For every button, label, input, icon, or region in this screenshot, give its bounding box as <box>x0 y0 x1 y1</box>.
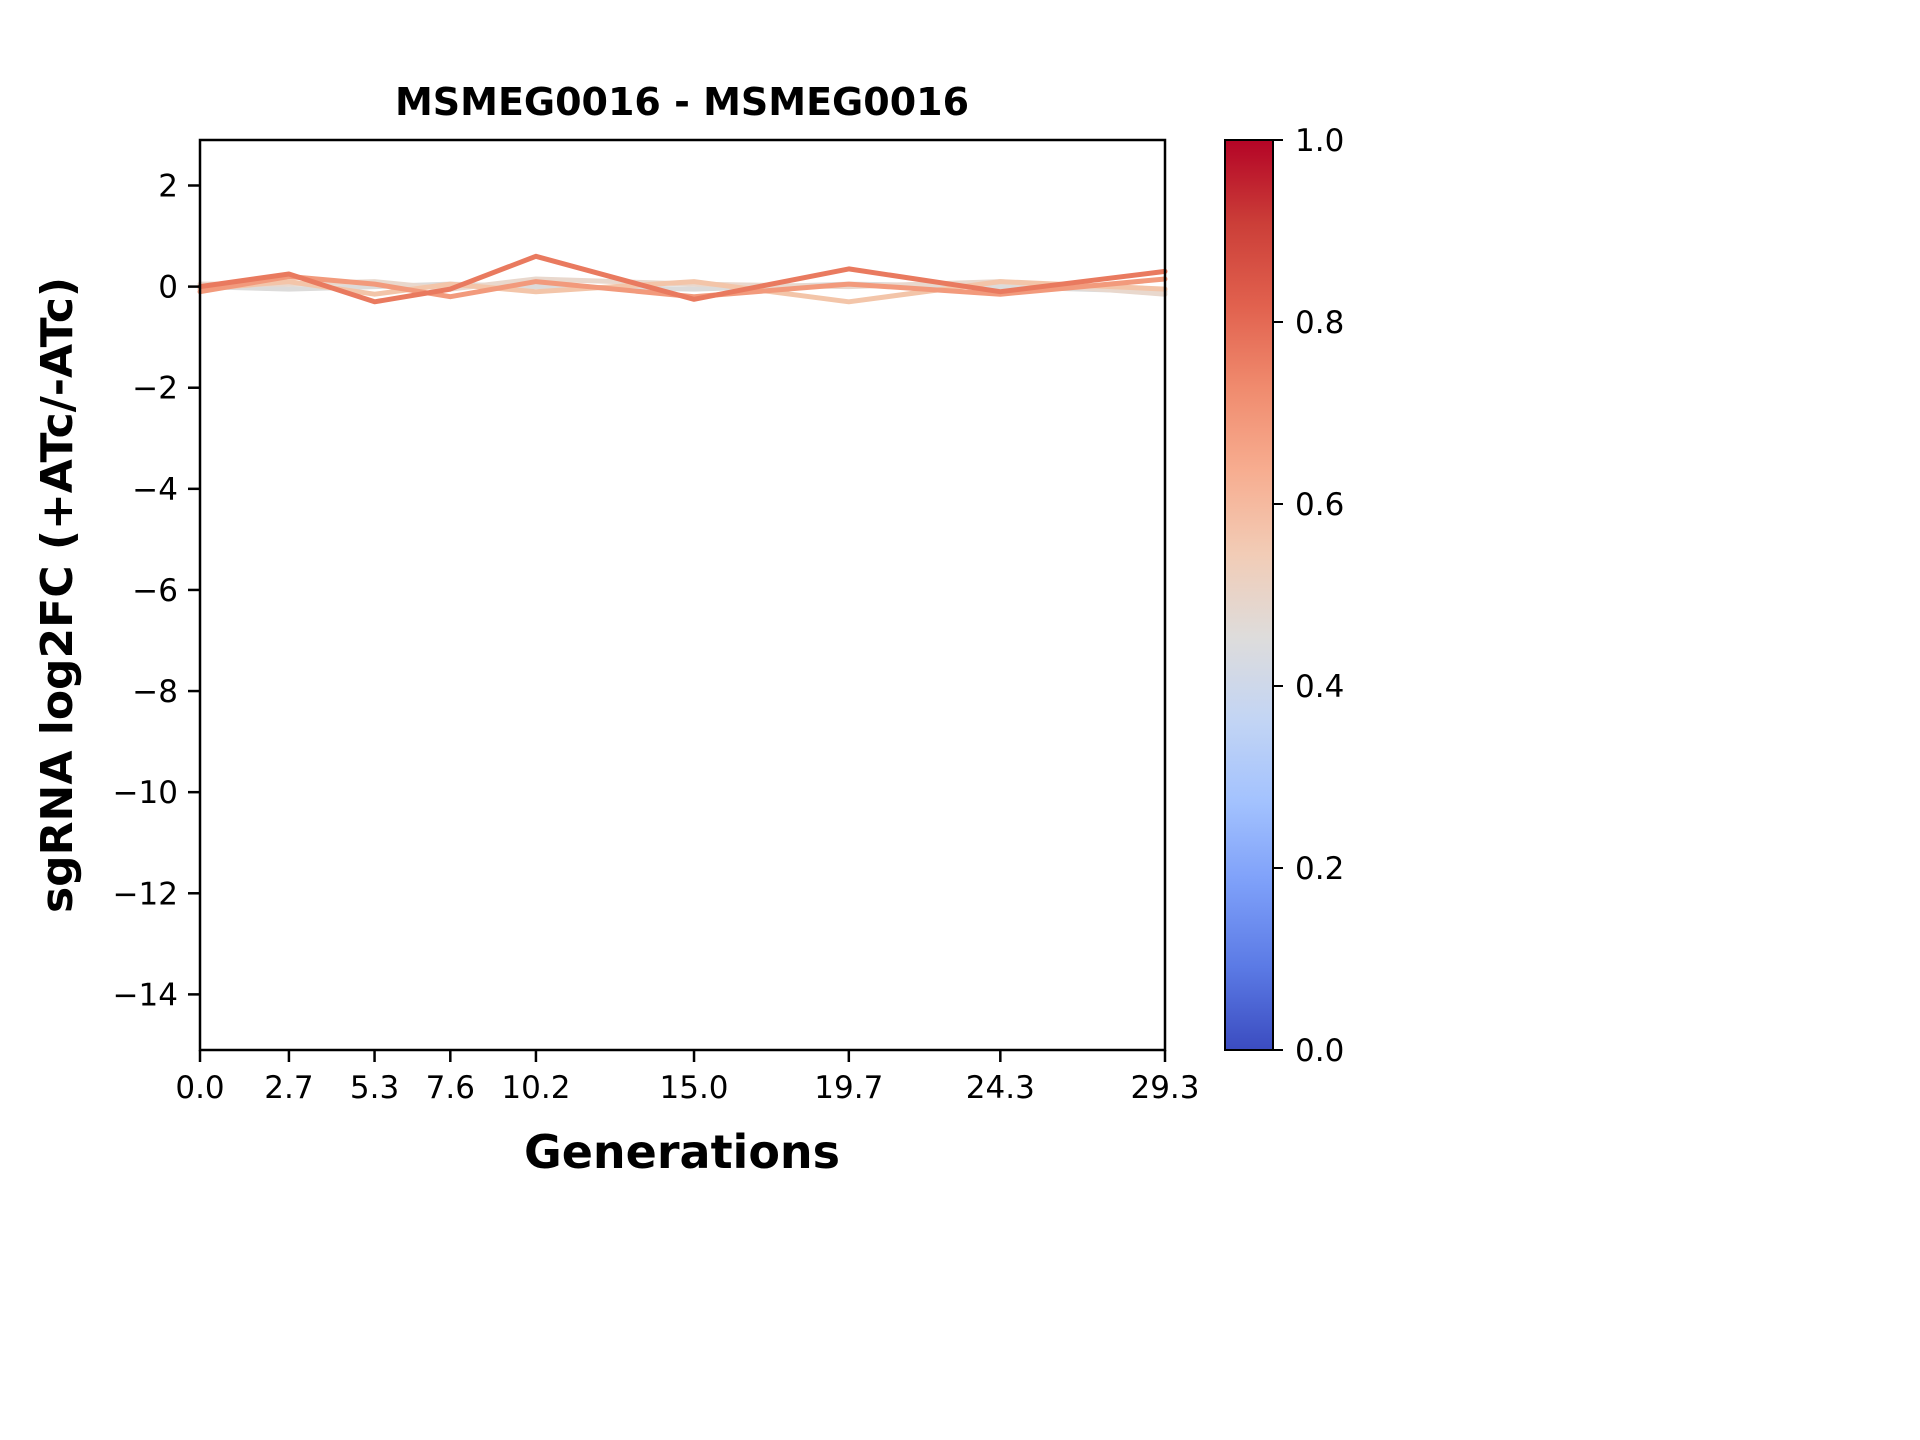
y-tick-label: −8 <box>132 674 178 710</box>
x-axis-label: Generations <box>524 1125 840 1179</box>
chart-title: MSMEG0016 - MSMEG0016 <box>395 80 969 124</box>
colorbar-tick-label: 1.0 <box>1295 123 1344 159</box>
plot-area-border <box>198 138 1167 1052</box>
colorbar-tick-label: 0.4 <box>1295 669 1344 705</box>
y-tick-label: 2 <box>158 169 178 205</box>
x-tick-label: 0.0 <box>175 1070 224 1106</box>
colorbar-ticks: 1.0 0.8 0.6 0.4 0.2 0.0 <box>1273 123 1344 1069</box>
x-tick-label: 10.2 <box>501 1070 570 1106</box>
colorbar-tick-label: 0.0 <box>1295 1033 1344 1069</box>
colorbar <box>1224 139 1274 1051</box>
colorbar-tick-label: 0.2 <box>1295 851 1344 887</box>
y-tick-label: −14 <box>113 977 178 1013</box>
axis-ticks: 0.0 2.7 5.3 7.6 10.2 15.0 19.7 24.3 29.3 2 0 −2 −4 −6… <box>113 169 1200 1107</box>
x-tick-label: 24.3 <box>966 1070 1035 1106</box>
colorbar-tick-label: 0.8 <box>1295 305 1344 341</box>
series-line <box>197 253 1168 305</box>
y-tick-label: −4 <box>132 472 178 508</box>
x-tick-label: 29.3 <box>1130 1070 1199 1106</box>
series-line <box>197 274 1168 300</box>
y-tick-label: −10 <box>113 775 178 811</box>
x-tick-label: 15.0 <box>660 1070 729 1106</box>
x-tick-label: 2.7 <box>264 1070 313 1106</box>
colorbar-tick-label: 0.6 <box>1295 487 1344 523</box>
y-tick-label: −2 <box>132 371 178 407</box>
x-tick-label: 7.6 <box>426 1070 475 1106</box>
y-axis-label: sgRNA log2FC (+ATc/-ATc) <box>32 277 83 913</box>
x-tick-label: 5.3 <box>350 1070 399 1106</box>
y-tick-label: −12 <box>113 876 178 912</box>
x-tick-label: 19.7 <box>814 1070 883 1106</box>
y-tick-label: 0 <box>158 270 178 306</box>
series-lines <box>197 253 1168 305</box>
y-tick-label: −6 <box>132 573 178 609</box>
